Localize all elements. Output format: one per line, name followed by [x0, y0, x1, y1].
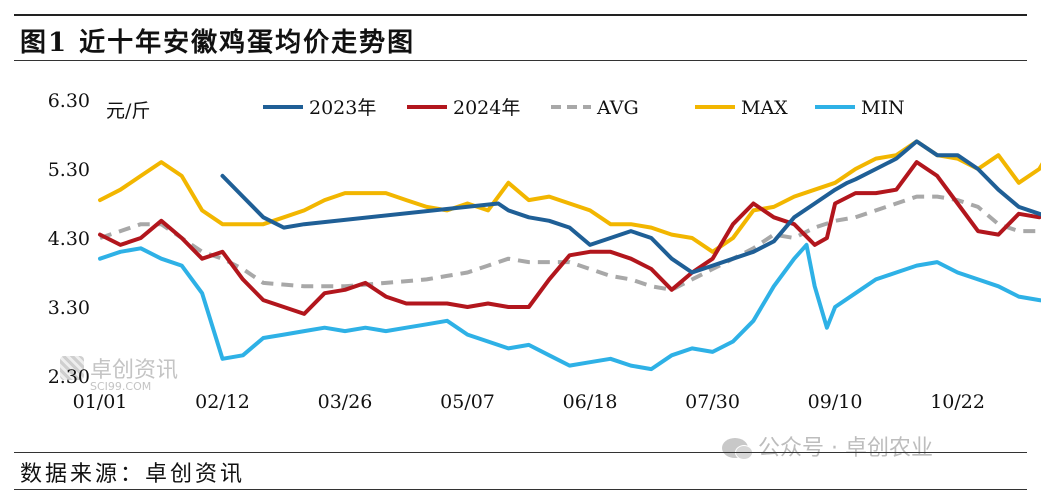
y-tick-label: 4.30 [48, 228, 90, 250]
x-tick-label: 05/07 [440, 391, 495, 413]
top-rule [14, 14, 1027, 16]
y-tick-label: 3.30 [48, 297, 90, 319]
wechat-icon [722, 438, 753, 460]
wechat-watermark: 公众号 · 卓创农业 [722, 430, 933, 462]
y-unit-label: 元/斤 [106, 100, 150, 122]
legend-label: 2023年 [309, 97, 376, 119]
series-line-avg [99, 194, 1041, 292]
figure-title: 图1 近十年安徽鸡蛋均价走势图 [20, 28, 416, 58]
zhuochuang-logo-icon [60, 356, 84, 380]
title-rule [14, 60, 1027, 61]
x-tick-label: 03/26 [318, 391, 373, 413]
y-tick-label: 5.30 [48, 159, 90, 181]
series-line-max [98, 139, 1041, 254]
x-tick-label: 10/22 [930, 391, 985, 413]
x-tick-label: 01/01 [73, 391, 128, 413]
legend-label: MIN [861, 97, 905, 119]
legend-label: 2024年 [453, 97, 520, 119]
legend-label: MAX [741, 97, 788, 119]
x-tick-label: 09/10 [808, 391, 863, 413]
y-tick-label: 2.30 [48, 366, 90, 388]
data-source: 数据来源：卓创资讯 [20, 462, 246, 487]
zhuochuang-watermark-name: 卓创资讯 [90, 358, 179, 383]
y-tick-label: 6.30 [48, 90, 90, 112]
x-tick-label: 07/30 [685, 391, 740, 413]
x-tick-label: 06/18 [563, 391, 618, 413]
series-line-2024 [98, 160, 1041, 316]
series-line-min [98, 242, 1041, 372]
legend-label: AVG [596, 97, 639, 119]
series-line-2023 [220, 139, 1041, 275]
wechat-watermark-text: 公众号 · 卓创农业 [758, 436, 933, 461]
x-tick-label: 02/12 [195, 391, 250, 413]
line-chart: 2.30 3.30 4.30 5.30 6.30 元/斤 01/01 02/12 03/26 05… [48, 90, 1041, 413]
bottom-rule [14, 489, 1027, 490]
zhuochuang-watermark-url: SCI99.COM [90, 380, 152, 393]
source-rule [14, 452, 1027, 453]
